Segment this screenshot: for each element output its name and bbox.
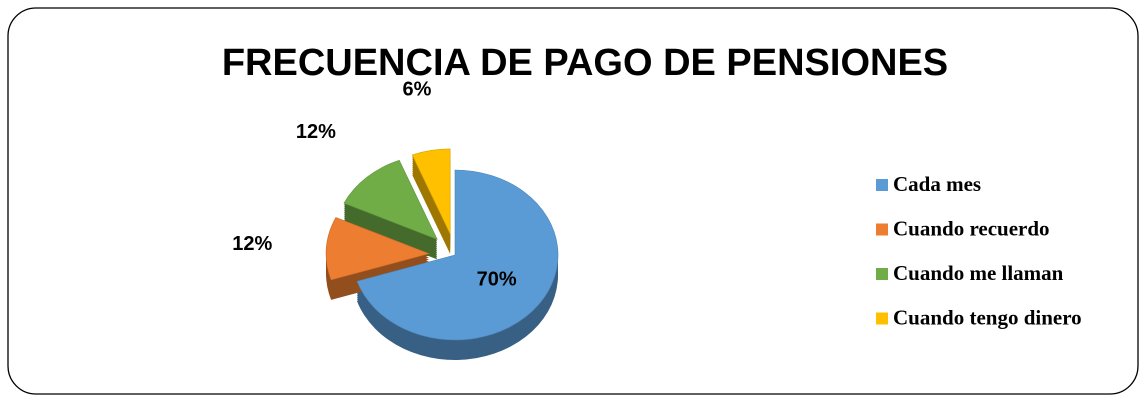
data-label: 70%	[477, 268, 517, 290]
slice	[356, 169, 559, 341]
legend-swatch	[876, 179, 888, 191]
legend-label: Cuando me llaman	[893, 261, 1064, 285]
data-label: 12%	[296, 121, 336, 143]
legend-label: Cada mes	[893, 172, 981, 196]
slice	[325, 217, 431, 281]
legend-swatch	[876, 223, 888, 236]
chart-title: FRECUENCIA DE PAGO DE PENSIONES	[222, 42, 948, 84]
slice	[343, 159, 438, 240]
legend-label: Cuando recuerdo	[893, 216, 1050, 240]
slice	[411, 148, 451, 235]
legend-label: Cuando tengo dinero	[893, 305, 1082, 329]
data-label: 6%	[402, 79, 431, 101]
frame	[7, 7, 1139, 395]
legend-swatch	[876, 312, 888, 325]
legend-swatch	[876, 268, 888, 280]
data-label: 12%	[232, 233, 272, 255]
